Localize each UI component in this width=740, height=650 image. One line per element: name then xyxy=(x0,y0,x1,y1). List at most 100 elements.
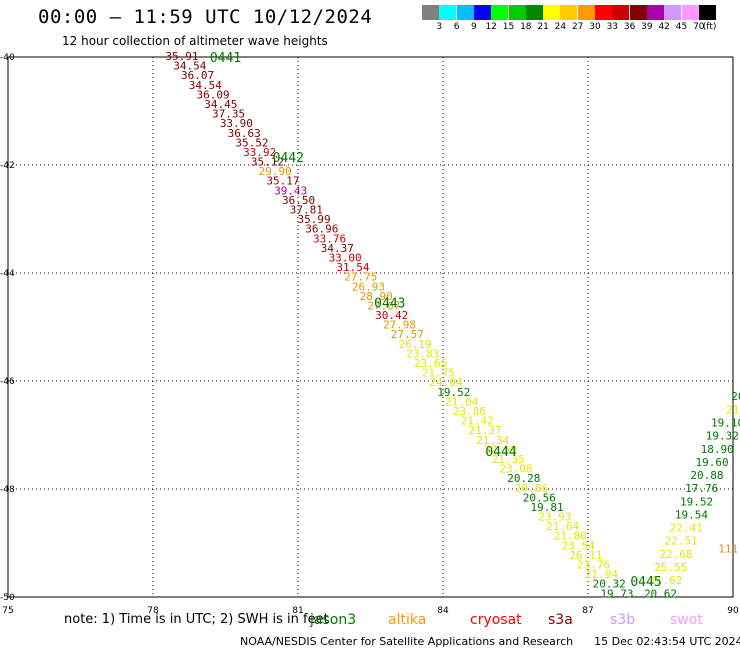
wave-height-label: 21.37 xyxy=(468,424,501,437)
satellite-name-altika: altika xyxy=(388,612,427,628)
wave-height-label: 28.90 xyxy=(360,290,393,303)
legend-label: 15 xyxy=(502,22,515,32)
wave-height-label: 24.04 xyxy=(430,376,463,389)
pass-time-label: 0442 xyxy=(273,151,304,166)
legend-swatch xyxy=(543,5,561,20)
wave-height-label: 36.96 xyxy=(305,223,338,236)
lon-tick-label: 90 xyxy=(727,606,739,616)
note-text: note: 1) Time is in UTC; 2) SWH is in fe… xyxy=(64,612,329,627)
legend-label: 12 xyxy=(485,22,497,32)
wave-height-label: 33.92 xyxy=(243,146,276,159)
satellite-name-jason3: jason3 xyxy=(310,612,357,628)
lat-tick-label: -46 xyxy=(0,377,15,387)
wave-height-label: 36.09 xyxy=(197,88,230,101)
wave-height-label: 21.34 xyxy=(476,434,509,447)
wave-height-label: 22.59 xyxy=(484,443,517,456)
legend-swatch xyxy=(612,5,630,20)
footer: NOAA/NESDIS Center for Satellite Applica… xyxy=(240,635,740,648)
wave-height-label: 34.54 xyxy=(189,79,222,92)
wave-height-label: 21.64 xyxy=(546,520,579,533)
lat-tick-label: -44 xyxy=(0,269,15,279)
pass-time-label: 0444 xyxy=(485,445,516,460)
wave-height-label: 21 xyxy=(726,403,739,416)
wave-height-label: 19.60 xyxy=(695,456,728,469)
wave-height-label: 19.81 xyxy=(531,501,564,514)
lon-tick-label: 78 xyxy=(147,606,159,616)
map-frame xyxy=(7,56,734,598)
legend-swatch xyxy=(595,5,612,20)
lon-tick-label: 81 xyxy=(292,606,303,616)
satellite-name-s3a: s3a xyxy=(548,612,573,628)
wave-height-label: 21.35 xyxy=(492,453,525,466)
wave-height-label: 26.19 xyxy=(398,338,431,351)
legend-label: 27 xyxy=(571,22,584,32)
legend-swatch xyxy=(456,5,474,20)
wave-height-label: 31.54 xyxy=(336,261,369,274)
legend-label: 21 xyxy=(537,22,549,32)
legend-unit: (ft) xyxy=(702,22,717,32)
legend-label: 45 xyxy=(675,22,688,32)
legend-swatch xyxy=(629,5,647,20)
wave-height-label: 21.62 xyxy=(649,574,682,587)
lon-tick-label: 75 xyxy=(2,606,13,616)
wave-height-label: 33.90 xyxy=(220,117,253,130)
wave-height-label: 18.90 xyxy=(701,443,734,456)
wave-height-label: 20.28 xyxy=(507,472,540,485)
footer-credit: NOAA/NESDIS Center for Satellite Applica… xyxy=(240,635,574,648)
legend-swatch xyxy=(698,5,716,20)
legend-label: 6 xyxy=(453,22,460,32)
wave-height-label: 23.83 xyxy=(406,347,439,360)
wave-height-label: 35.99 xyxy=(297,213,330,226)
pass-time-label: 0441 xyxy=(210,51,241,66)
wave-height-label: 36.07 xyxy=(181,69,214,82)
wave-height-label: 34.45 xyxy=(204,98,237,111)
legend-label: 70 xyxy=(693,22,705,32)
wave-height-label: 27.98 xyxy=(383,319,416,332)
legend-label: 3 xyxy=(436,22,443,32)
wave-height-label: 27.07 xyxy=(367,299,400,312)
lat-tick-label: -40 xyxy=(0,53,15,63)
wave-height-label: 37.35 xyxy=(212,108,245,121)
wave-height-label: 20.32 xyxy=(593,578,626,591)
wave-height-label: 37.81 xyxy=(290,204,323,217)
legend-swatch xyxy=(681,5,699,20)
lon-tick-label: 87 xyxy=(582,606,593,616)
legend-swatch xyxy=(525,5,543,20)
page-subtitle: 12 hour collection of altimeter wave hei… xyxy=(62,34,328,48)
wave-height-label: 19.52 xyxy=(680,495,713,508)
wave-height-label: 33.76 xyxy=(313,232,346,245)
footer-timestamp: 15 Dec 02:43:54 UTC 2024 xyxy=(594,635,740,648)
wave-height-label: 30.42 xyxy=(375,309,408,322)
wave-height-label: 25.55 xyxy=(654,561,687,574)
satellite-name-s3b: s3b xyxy=(610,612,636,628)
satellite-name-cryosat: cryosat xyxy=(470,612,522,628)
wave-height-label: 33.00 xyxy=(329,251,362,264)
lat-tick-label: -50 xyxy=(0,593,15,603)
wave-height-label: 20.86 xyxy=(515,482,548,495)
wave-height-label: 20 xyxy=(731,390,740,403)
legend-swatch xyxy=(646,5,664,20)
wave-height-label: 36.50 xyxy=(282,194,315,207)
legend-label: 18 xyxy=(520,22,532,32)
legend-label: 33 xyxy=(606,22,619,32)
satellite-name-swot: swot xyxy=(670,612,703,628)
wave-height-label: 36.63 xyxy=(228,127,261,140)
wave-height-label: 34.54 xyxy=(173,60,206,73)
wave-height-label: 23.65 xyxy=(414,357,447,370)
lon-tick-label: 84 xyxy=(437,606,449,616)
legend-label: 24 xyxy=(554,22,567,32)
wave-height-label: 35.91 xyxy=(165,50,198,63)
pass-time-label: 0443 xyxy=(374,297,405,312)
wave-height-label: 21.75 xyxy=(422,367,455,380)
wave-height-label: 23.08 xyxy=(499,463,532,476)
wave-height-label: 23.93 xyxy=(538,511,571,524)
wave-height-label: 21.42 xyxy=(461,415,494,428)
legend-label: 42 xyxy=(658,22,670,32)
wave-height-label: 26.93 xyxy=(352,280,385,293)
wave-height-label: 22.41 xyxy=(670,522,703,535)
legend-swatch xyxy=(439,5,457,20)
wave-height-label: 23.86 xyxy=(453,405,486,418)
pass-time-label: 0445 xyxy=(630,575,661,590)
page-title: 00:00 — 11:59 UTC 10/12/2024 xyxy=(38,6,373,28)
